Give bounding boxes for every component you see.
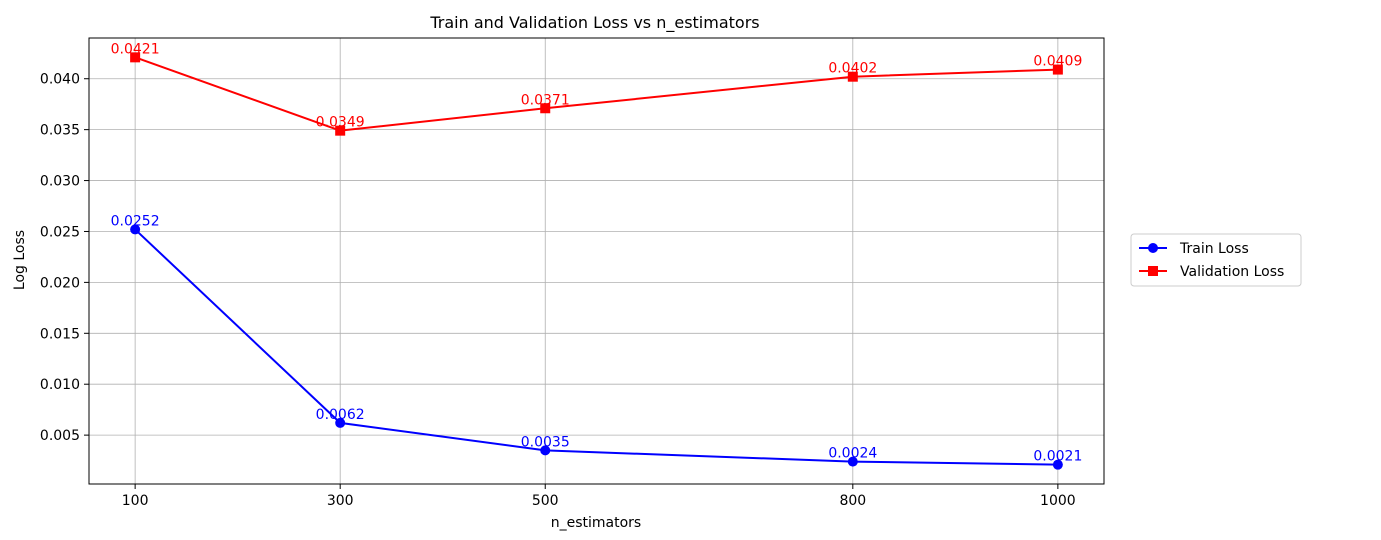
x-tick-label: 100 (122, 493, 149, 509)
x-tick-label: 500 (532, 493, 559, 509)
series-layer: 0.0252 0.0062 0.0035 0.0024 0.0021 0.0421 0.03… (111, 41, 1082, 470)
x-tick-label: 1000 (1040, 493, 1076, 509)
data-label: 0.0402 (828, 61, 877, 77)
legend: Train Loss Validation Loss (1130, 233, 1302, 287)
data-label: 0.0349 (316, 115, 365, 131)
data-label: 0.0409 (1033, 54, 1082, 70)
series-line (134, 56, 1058, 132)
y-tick-label: 0.005 (40, 428, 80, 444)
legend-label: Validation Loss (1180, 264, 1284, 280)
y-tick-label: 0.040 (40, 72, 80, 88)
chart-title: Train and Validation Loss vs n_estimator… (429, 13, 759, 33)
x-tick-label: 300 (327, 493, 354, 509)
legend-box (1130, 233, 1302, 287)
x-tick-label: 800 (839, 493, 866, 509)
data-point (335, 125, 346, 136)
y-axis-label: Log Loss (12, 230, 28, 290)
grid-lines (89, 38, 1104, 484)
data-point (335, 417, 346, 428)
x-axis-label: n_estimators (551, 515, 641, 531)
legend-marker (1148, 243, 1158, 253)
data-label: 0.0252 (111, 213, 160, 229)
series-line (134, 228, 1058, 466)
data-label: 0.0035 (521, 434, 570, 450)
y-tick-label: 0.030 (40, 174, 80, 190)
data-point (847, 456, 858, 467)
data-label: 0.0062 (316, 407, 365, 423)
y-tick-label: 0.015 (40, 326, 80, 342)
y-tick-label: 0.035 (40, 123, 80, 139)
y-axis-ticks: 0.005 0.010 0.015 0.020 0.025 0.030 0.035 0.040 (40, 72, 89, 444)
data-label: 0.0421 (111, 41, 160, 57)
series-train-loss: 0.0252 0.0062 0.0035 0.0024 0.0021 (111, 213, 1082, 470)
x-axis-ticks: 100 300 500 800 1000 (122, 484, 1076, 509)
plot-frame (88, 37, 1105, 485)
data-point (1052, 64, 1063, 75)
data-point (130, 52, 141, 63)
data-label: 0.0371 (521, 92, 570, 108)
data-point (1052, 459, 1063, 470)
series-validation-loss: 0.0421 0.0349 0.0371 0.0402 0.0409 (111, 41, 1082, 136)
y-tick-label: 0.020 (40, 275, 80, 291)
data-point (540, 445, 551, 456)
legend-label: Train Loss (1179, 241, 1249, 257)
data-label: 0.0024 (828, 446, 877, 462)
data-label: 0.0021 (1033, 449, 1082, 465)
data-point (130, 224, 141, 235)
y-tick-label: 0.025 (40, 224, 80, 240)
data-point (847, 71, 858, 82)
data-point (540, 103, 551, 114)
y-tick-label: 0.010 (40, 377, 80, 393)
legend-marker (1148, 266, 1158, 276)
